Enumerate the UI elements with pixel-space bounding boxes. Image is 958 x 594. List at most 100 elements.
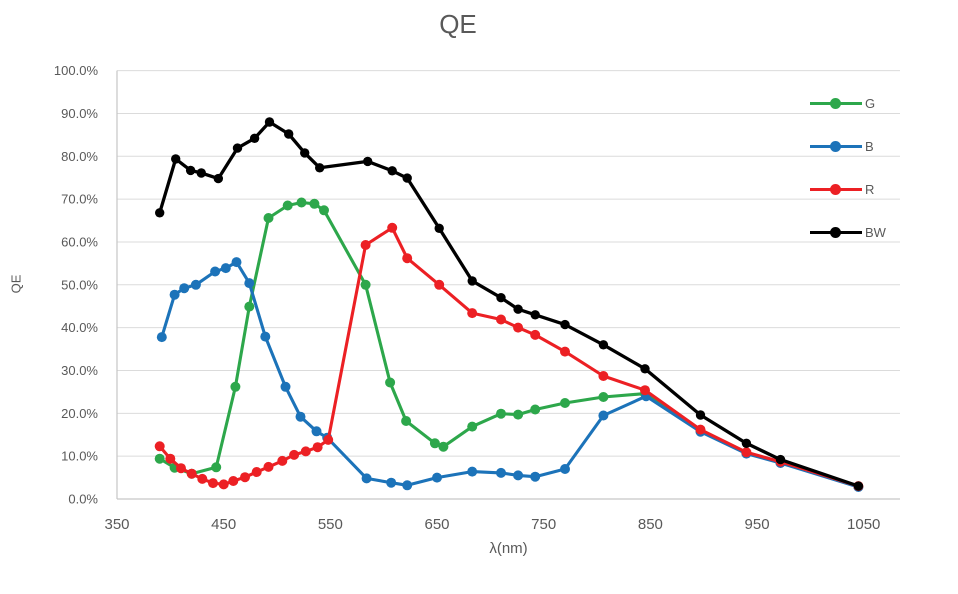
legend-item-G[interactable]: G: [810, 82, 886, 125]
point-G: [211, 462, 222, 473]
legend-item-label: G: [865, 96, 876, 111]
point-B: [361, 473, 372, 484]
legend-item-label: R: [865, 182, 875, 197]
point-G: [282, 200, 293, 211]
point-BW: [775, 454, 786, 465]
legend-marker-icon: [830, 227, 841, 238]
y-tick-label: 80.0%: [61, 149, 98, 164]
y-tick-label: 60.0%: [61, 234, 98, 249]
point-R: [402, 253, 413, 264]
legend-item-label: BW: [865, 225, 886, 240]
point-BW: [249, 133, 260, 143]
point-R: [360, 240, 371, 250]
point-R: [277, 455, 288, 466]
legend-marker-icon: [830, 184, 841, 195]
point-BW: [434, 223, 444, 233]
point-R: [165, 453, 176, 464]
point-B: [432, 472, 442, 483]
point-B: [402, 480, 413, 491]
x-tick-label: 550: [318, 516, 343, 533]
point-R: [300, 446, 311, 457]
legend-swatch-icon: [810, 141, 862, 153]
point-BW: [264, 117, 275, 127]
point-G: [385, 377, 396, 388]
y-tick-label: 40.0%: [61, 320, 98, 335]
x-tick-label: 350: [104, 516, 129, 533]
point-G: [513, 409, 524, 420]
series-R[interactable]: [154, 222, 864, 492]
point-R: [467, 308, 478, 319]
point-B: [598, 410, 609, 421]
point-BW: [467, 276, 477, 286]
point-BW: [560, 319, 570, 330]
point-R: [598, 371, 609, 381]
point-R: [312, 442, 323, 453]
legend-swatch-icon: [810, 227, 862, 239]
legend-marker-icon: [830, 98, 841, 109]
x-tick-label: 1050: [847, 516, 880, 533]
point-R: [496, 314, 506, 325]
y-tick-label: 50.0%: [61, 277, 98, 292]
point-G: [530, 404, 541, 415]
point-BW: [387, 166, 397, 176]
line-G: [158, 200, 860, 489]
point-B: [513, 470, 524, 481]
point-B: [311, 426, 322, 437]
point-R: [741, 447, 752, 458]
x-tick-label: 750: [531, 516, 556, 533]
point-G: [263, 213, 274, 223]
x-tick-label: 950: [745, 516, 770, 533]
point-B: [210, 266, 221, 277]
point-G: [560, 398, 570, 408]
point-R: [289, 449, 300, 460]
point-G: [360, 279, 371, 290]
point-G: [401, 416, 412, 426]
point-B: [220, 263, 231, 274]
point-BW: [196, 168, 206, 178]
point-B: [190, 279, 201, 290]
point-R: [560, 346, 570, 357]
y-tick-label: 30.0%: [61, 363, 98, 378]
point-G: [154, 453, 165, 464]
point-R: [263, 461, 274, 472]
point-R: [640, 385, 650, 396]
point-BW: [213, 173, 223, 184]
point-R: [387, 222, 398, 233]
point-B: [530, 471, 541, 482]
point-G: [230, 381, 241, 392]
point-B: [280, 381, 291, 392]
legend-marker-icon: [830, 141, 841, 152]
legend-item-BW[interactable]: BW: [810, 211, 886, 254]
chart-title[interactable]: QE: [439, 9, 477, 39]
point-B: [231, 257, 242, 268]
point-B: [496, 467, 506, 478]
point-R: [513, 322, 524, 333]
legend-item-R[interactable]: R: [810, 168, 886, 211]
point-R: [251, 467, 262, 477]
point-BW: [640, 364, 650, 374]
point-G: [244, 301, 255, 312]
point-R: [530, 329, 541, 340]
legend-item-B[interactable]: B: [810, 125, 886, 168]
point-R: [186, 468, 197, 479]
point-B: [156, 332, 167, 343]
chart-legend[interactable]: G B R BW: [810, 82, 886, 254]
point-BW: [741, 438, 752, 448]
y-tick-label: 10.0%: [61, 449, 98, 464]
point-R: [218, 479, 229, 490]
point-BW: [402, 173, 412, 183]
point-G: [429, 438, 440, 449]
y-tick-label: 100.0%: [54, 63, 99, 78]
point-B: [467, 466, 478, 477]
y-tick-label: 0.0%: [68, 492, 98, 507]
series-BW[interactable]: [155, 117, 864, 491]
point-BW: [853, 481, 864, 491]
point-BW: [300, 148, 310, 158]
x-tick-label: 450: [211, 516, 236, 533]
point-G: [467, 421, 478, 432]
point-BW: [171, 154, 181, 164]
y-tick-label: 70.0%: [61, 192, 98, 207]
legend-swatch-icon: [810, 98, 862, 110]
